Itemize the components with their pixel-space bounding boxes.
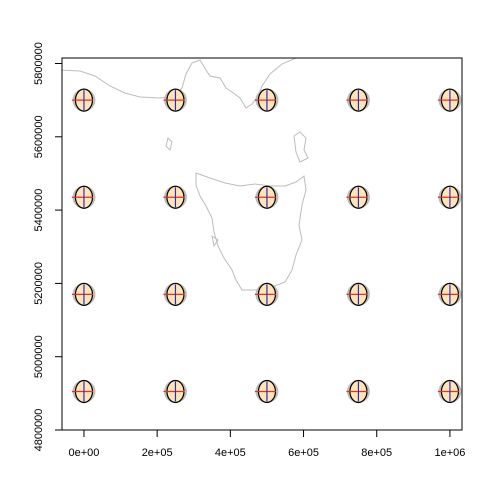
indicatrix [254, 282, 279, 306]
indicatrix [437, 88, 462, 112]
indicatrix [71, 88, 96, 112]
indicatrix [346, 379, 370, 404]
indicatrix [437, 379, 462, 404]
indicatrix [254, 185, 279, 209]
y-tick-label: 5200000 [33, 262, 45, 305]
x-tick-label: 0e+00 [69, 447, 100, 459]
indicatrix [71, 282, 96, 306]
indicatrix [254, 379, 279, 404]
x-tick-label: 6e+05 [288, 447, 319, 459]
indicatrix [163, 379, 187, 404]
indicatrix [71, 185, 96, 209]
x-tick-label: 4e+05 [215, 447, 246, 459]
y-tick-label: 4800000 [33, 409, 45, 452]
indicatrix [254, 88, 279, 112]
indicatrix [437, 282, 462, 306]
x-tick-label: 8e+05 [361, 447, 392, 459]
indicatrix [346, 88, 370, 112]
y-tick-label: 5000000 [33, 335, 45, 378]
glyphs [71, 88, 462, 404]
indicatrix [71, 379, 96, 404]
x-tick-label: 1e+06 [434, 447, 465, 459]
y-tick-label: 5800000 [33, 42, 45, 85]
indicatrix [346, 185, 370, 209]
y-tick-label: 5400000 [33, 189, 45, 232]
indicatrix [437, 185, 462, 209]
indicatrix [163, 88, 187, 112]
x-tick-label: 2e+05 [142, 447, 173, 459]
plot-frame [61, 57, 463, 431]
indicatrix [163, 282, 187, 306]
indicatrix [163, 185, 187, 209]
y-tick-label: 5600000 [33, 115, 45, 158]
indicatrix [346, 282, 370, 306]
